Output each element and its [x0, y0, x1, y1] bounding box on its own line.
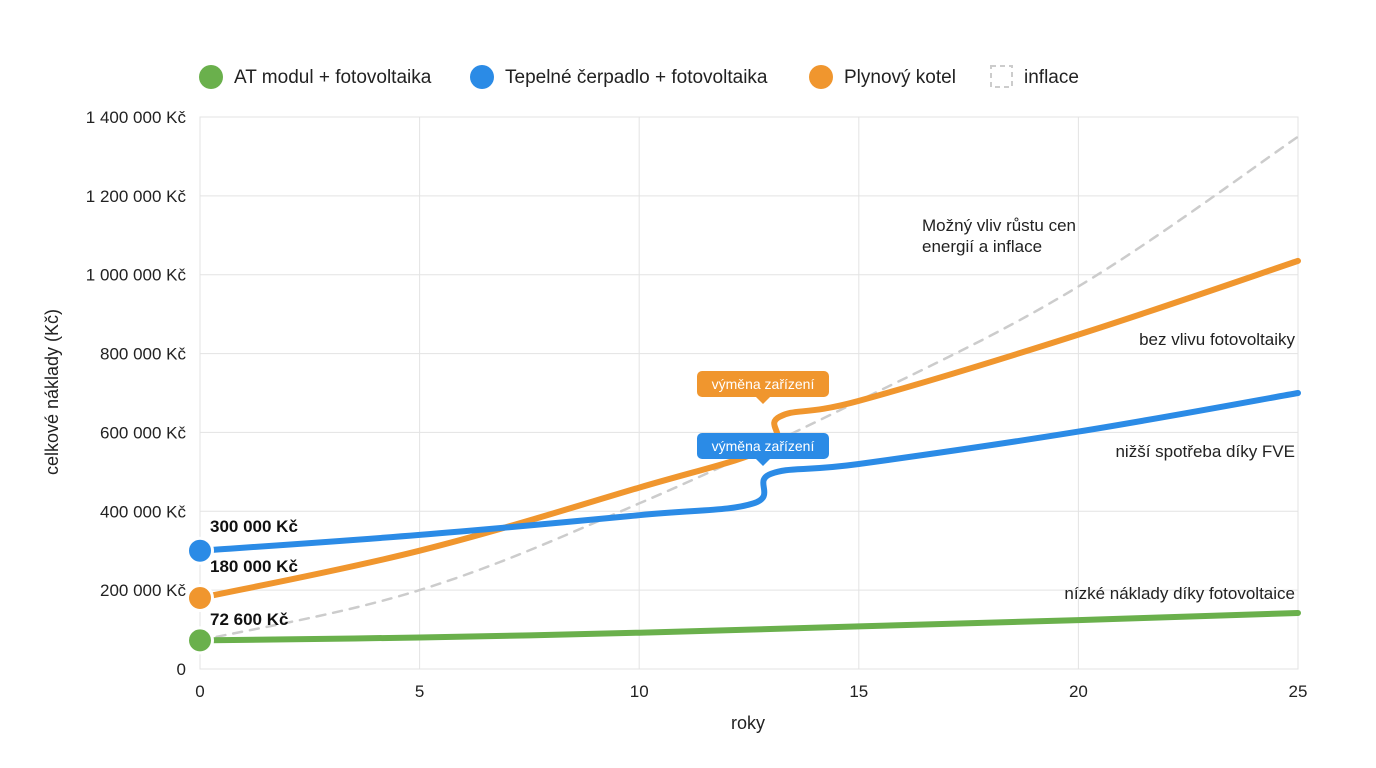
y-tick-label: 800 000 Kč [100, 345, 187, 364]
y-tick-label: 400 000 Kč [100, 502, 187, 521]
y-tick-label: 1 000 000 Kč [86, 266, 187, 285]
annotations: nízké náklady díky fotovoltaice nižší spo… [922, 216, 1295, 603]
y-axis-title: celkové náklady (Kč) [42, 309, 62, 475]
event-badge-box [697, 433, 829, 459]
start-marker-tepelne-cerpadlo-fotovoltaika [186, 536, 214, 565]
x-axis-ticks: 0 5 10 15 20 25 [195, 682, 1307, 701]
event-badges: výměna zařízení výměna zařízení [697, 371, 829, 466]
annotation-at-modul-fotovoltaika: nízké náklady díky fotovoltaice [1064, 584, 1295, 603]
legend-label: inflace [1024, 67, 1079, 88]
series-line-plynovy-kotel [197, 257, 1301, 601]
event-badge: výměna zařízení [697, 433, 829, 466]
legend-item-inflace: inflace [990, 65, 1079, 88]
legend-item-plynovy-kotel: Plynový kotel [809, 65, 956, 89]
legend-swatch [470, 65, 494, 89]
x-tick-label: 25 [1289, 682, 1308, 701]
start-value-plynovy-kotel: 180 000 Kč [210, 557, 298, 576]
y-tick-label: 1 400 000 Kč [86, 108, 187, 127]
x-axis-title: roky [731, 713, 765, 733]
annotation-inflace: energií a inflace [922, 237, 1042, 256]
series-lines [197, 135, 1301, 644]
grid [199, 116, 1299, 670]
annotation-inflace: Možný vliv růstu cen [922, 216, 1076, 235]
legend-swatch [809, 65, 833, 89]
start-marker-plynovy-kotel [186, 584, 214, 613]
legend: AT modul + fotovoltaika Tepelné čerpadlo … [199, 65, 1079, 89]
y-tick-label: 200 000 Kč [100, 581, 187, 600]
annotation-plynovy-kotel: bez vlivu fotovoltaiky [1139, 330, 1295, 349]
event-badge-label: výměna zařízení [712, 376, 815, 392]
x-tick-label: 0 [195, 682, 204, 701]
y-tick-label: 600 000 Kč [100, 423, 187, 442]
legend-label: AT modul + fotovoltaika [234, 67, 432, 88]
event-badge: výměna zařízení [697, 371, 829, 404]
x-tick-label: 20 [1069, 682, 1088, 701]
start-markers: 72 600 Kč 180 000 Kč 300 000 Kč [186, 517, 298, 655]
event-badge-pointer [756, 397, 770, 404]
x-tick-label: 15 [849, 682, 868, 701]
event-badge-label: výměna zařízení [712, 438, 815, 454]
event-badge-box [697, 371, 829, 397]
y-tick-label: 1 200 000 Kč [86, 187, 187, 206]
series-line-at-modul-fotovoltaika [197, 610, 1301, 644]
legend-swatch [199, 65, 223, 89]
legend-label: Plynový kotel [844, 67, 956, 88]
x-tick-label: 10 [630, 682, 649, 701]
start-value-tepelne-cerpadlo-fotovoltaika: 300 000 Kč [210, 517, 298, 536]
series-line-inflace [198, 135, 1300, 642]
legend-label: Tepelné čerpadlo + fotovoltaika [505, 67, 768, 88]
legend-swatch [990, 65, 1013, 88]
start-marker-at-modul-fotovoltaika [186, 626, 214, 655]
start-value-at-modul-fotovoltaika: 72 600 Kč [210, 610, 288, 629]
x-tick-label: 5 [415, 682, 424, 701]
legend-item-at-modul-fotovoltaika: AT modul + fotovoltaika [199, 65, 432, 89]
annotation-tepelne-cerpadlo-fotovoltaika: nižší spotřeba díky FVE [1115, 442, 1295, 461]
event-badge-pointer [756, 459, 770, 466]
y-axis-ticks: 0 200 000 Kč 400 000 Kč 600 000 Kč 800 000 K… [86, 108, 187, 679]
series-line-tepelne-cerpadlo-fotovoltaika [197, 390, 1301, 554]
legend-item-tepelne-cerpadlo-fotovoltaika: Tepelné čerpadlo + fotovoltaika [470, 65, 768, 89]
y-tick-label: 0 [177, 660, 186, 679]
